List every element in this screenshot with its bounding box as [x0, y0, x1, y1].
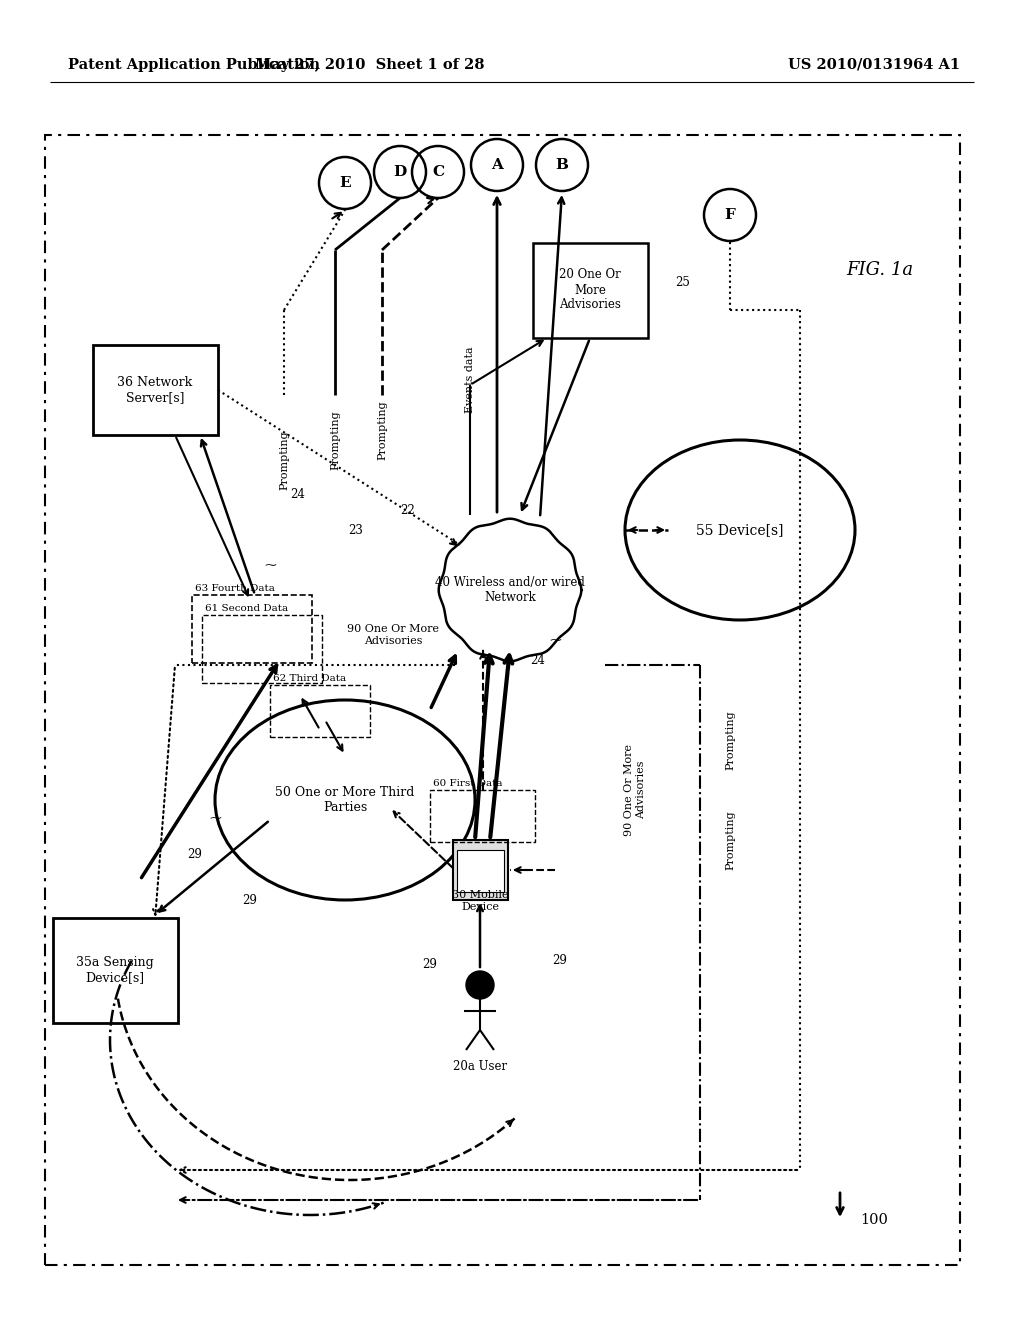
Text: 35a Sensing
Device[s]: 35a Sensing Device[s]: [76, 956, 154, 983]
Text: 100: 100: [860, 1213, 888, 1228]
Bar: [457, 850, 504, 892]
Text: 23: 23: [348, 524, 364, 536]
Bar: [193, 595, 312, 663]
Text: 24: 24: [530, 653, 546, 667]
Bar: [92, 345, 217, 436]
Bar: [52, 917, 177, 1023]
Text: Events data: Events data: [465, 347, 475, 413]
Bar: [270, 685, 370, 737]
Bar: [532, 243, 647, 338]
Text: 30 Mobile
Device: 30 Mobile Device: [452, 891, 508, 912]
Text: Prompting: Prompting: [330, 411, 340, 470]
Text: 20 One Or
More
Advisories: 20 One Or More Advisories: [559, 268, 621, 312]
Text: Prompting: Prompting: [725, 810, 735, 870]
Text: 29: 29: [187, 849, 203, 862]
Text: Patent Application Publication: Patent Application Publication: [68, 58, 319, 73]
Text: 24: 24: [291, 488, 305, 502]
Text: 29: 29: [243, 894, 257, 907]
Text: 25: 25: [676, 276, 690, 289]
Text: 55 Device[s]: 55 Device[s]: [696, 523, 783, 537]
Text: A: A: [492, 158, 503, 172]
Text: ~: ~: [263, 557, 278, 573]
Text: 63 Fourth Data: 63 Fourth Data: [195, 583, 274, 593]
Text: 90 One Or More
Advisories: 90 One Or More Advisories: [625, 744, 646, 836]
Text: F: F: [725, 209, 735, 222]
Text: 60 First Data: 60 First Data: [433, 779, 503, 788]
Text: 20a User: 20a User: [453, 1060, 507, 1073]
Text: Prompting: Prompting: [279, 430, 289, 490]
Text: 29: 29: [423, 958, 437, 972]
Text: D: D: [393, 165, 407, 180]
Text: ~: ~: [208, 809, 222, 826]
Text: 61 Second Data: 61 Second Data: [205, 605, 288, 612]
Polygon shape: [438, 519, 582, 661]
Bar: [430, 789, 535, 842]
Text: 29: 29: [553, 953, 567, 966]
Text: C: C: [432, 165, 444, 180]
Text: 36 Network
Server[s]: 36 Network Server[s]: [118, 376, 193, 404]
Text: FIG. 1a: FIG. 1a: [847, 261, 913, 279]
Text: 62 Third Data: 62 Third Data: [273, 675, 346, 682]
Bar: [453, 840, 508, 900]
Text: 40 Wireless and/or wired
Network: 40 Wireless and/or wired Network: [435, 576, 585, 605]
Text: 50 One or More Third
Parties: 50 One or More Third Parties: [275, 785, 415, 814]
Text: Prompting: Prompting: [377, 400, 387, 459]
Text: 22: 22: [400, 503, 416, 516]
Text: B: B: [555, 158, 568, 172]
Bar: [202, 615, 322, 682]
Text: 90 One Or More
Advisories: 90 One Or More Advisories: [347, 624, 439, 645]
Bar: [45, 135, 961, 1265]
Text: US 2010/0131964 A1: US 2010/0131964 A1: [787, 58, 961, 73]
Text: May 27, 2010  Sheet 1 of 28: May 27, 2010 Sheet 1 of 28: [255, 58, 484, 73]
Text: Prompting: Prompting: [725, 710, 735, 770]
Text: ~: ~: [548, 631, 562, 648]
Circle shape: [466, 972, 494, 999]
Text: E: E: [339, 176, 351, 190]
